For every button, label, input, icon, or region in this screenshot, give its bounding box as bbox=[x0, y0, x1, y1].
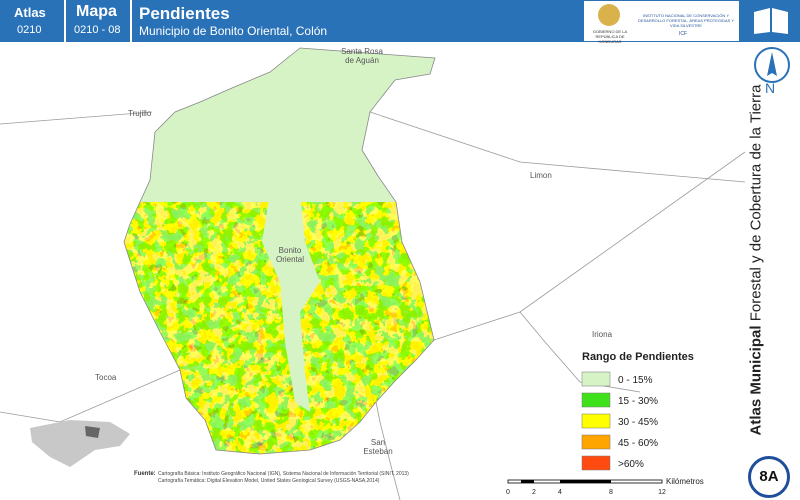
map-label: Mapa bbox=[76, 3, 117, 20]
map: Santa Rosa de Aguán Trujillo Limon Bonit… bbox=[0, 47, 745, 500]
source-line: Cartografía Básica: Instituto Geográfico… bbox=[158, 471, 409, 477]
legend-label: 0 - 15% bbox=[618, 375, 653, 386]
source-label: Fuente: bbox=[134, 471, 156, 477]
place: Trujillo bbox=[128, 109, 152, 118]
legend-swatch bbox=[581, 392, 611, 408]
legend-swatch bbox=[581, 413, 611, 429]
inset-map bbox=[30, 420, 130, 467]
scale-bar: Kilómetros 0 2 4 8 12 bbox=[506, 477, 704, 496]
legend-label: 30 - 45% bbox=[618, 417, 658, 428]
map-box: Mapa 0210 - 08 bbox=[66, 0, 132, 42]
map-subtitle: Municipio de Bonito Oriental, Colón bbox=[139, 24, 328, 38]
scale-tick-label: 2 bbox=[532, 489, 536, 496]
source-line: Cartografía Temática: Digital Elevation … bbox=[158, 478, 380, 484]
place: Iriona bbox=[592, 330, 613, 339]
legend-swatch bbox=[581, 455, 611, 471]
scale-tick-label: 8 bbox=[609, 489, 613, 496]
legend-label: >60% bbox=[618, 459, 644, 470]
legend-label: 15 - 30% bbox=[618, 396, 658, 407]
scale-tick-label: 4 bbox=[558, 489, 562, 496]
legend: Rango de Pendientes 0 - 15% 15 - 30% 30 - … bbox=[581, 351, 694, 471]
legend-swatch bbox=[581, 371, 611, 387]
atlas-sidebar-title: Atlas Municipal Forestal y de Cobertura … bbox=[747, 85, 765, 436]
scale-tick-label: 12 bbox=[658, 489, 666, 496]
sidebar-rest: Forestal y de Cobertura de la Tierra bbox=[747, 84, 765, 322]
place: de Aguán bbox=[345, 56, 379, 65]
valley bbox=[262, 192, 320, 412]
place: Limon bbox=[530, 171, 552, 180]
place: Bonito bbox=[279, 246, 302, 255]
logo-government: GOBIERNO DE LA REPÚBLICA DE HONDURAS bbox=[592, 29, 628, 44]
scale-tick-label: 0 bbox=[506, 489, 510, 496]
legend-label: 45 - 60% bbox=[618, 438, 658, 449]
place: Oriental bbox=[276, 255, 304, 264]
place: San bbox=[371, 438, 385, 447]
place: Esteban bbox=[363, 447, 392, 456]
borders bbox=[0, 111, 745, 500]
map-title: Pendientes bbox=[139, 4, 230, 23]
page-badge: 8A bbox=[748, 456, 790, 498]
book-icon bbox=[754, 8, 788, 34]
logos: GOBIERNO DE LA REPÚBLICA DE HONDURAS INS… bbox=[584, 1, 739, 44]
inset-highlight bbox=[85, 426, 100, 438]
logo-icf: INSTITUTO NACIONAL DE CONSERVACIÓN Y DES… bbox=[637, 13, 735, 28]
map-code: 0210 - 08 bbox=[74, 24, 121, 36]
atlas-code: 0210 bbox=[17, 24, 42, 36]
legend-title: Rango de Pendientes bbox=[582, 351, 694, 363]
logo-abbr: ICF bbox=[679, 31, 688, 37]
place-labels: Santa Rosa de Aguán Trujillo Limon Bonit… bbox=[95, 47, 613, 456]
legend-swatch bbox=[581, 434, 611, 450]
north-label: N bbox=[764, 80, 776, 96]
sidebar-bold: Atlas Municipal bbox=[747, 325, 765, 436]
scale-unit: Kilómetros bbox=[666, 477, 704, 486]
emblem bbox=[598, 4, 620, 26]
place: Santa Rosa bbox=[341, 47, 383, 56]
sidebar: N Atlas Municipal Forestal y de Cobertur… bbox=[745, 42, 800, 500]
north-arrow bbox=[754, 47, 790, 83]
atlas-label: Atlas bbox=[14, 5, 46, 20]
place: Tocoa bbox=[95, 373, 117, 382]
atlas-box: Atlas 0210 bbox=[0, 0, 66, 42]
